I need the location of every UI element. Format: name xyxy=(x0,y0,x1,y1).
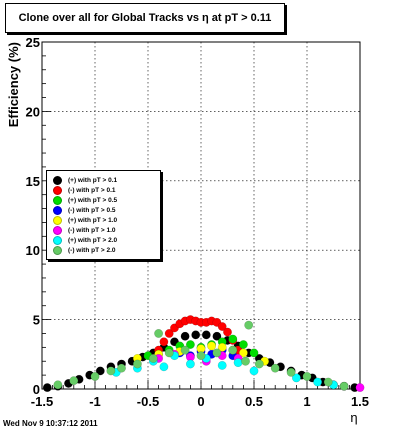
legend-marker xyxy=(53,215,62,225)
y-tick-label: 25 xyxy=(26,35,40,50)
data-point xyxy=(249,366,259,376)
data-point xyxy=(228,334,238,344)
data-point xyxy=(323,377,333,387)
data-point xyxy=(180,345,190,355)
data-point xyxy=(154,329,164,338)
legend-item: (+) with pT > 2.0 xyxy=(47,235,160,245)
data-point xyxy=(339,381,349,391)
legend-marker xyxy=(53,195,62,205)
data-point xyxy=(106,366,116,376)
x-tick-label: 1.5 xyxy=(351,394,369,409)
legend-label: (+) with pT > 1.0 xyxy=(68,216,118,224)
data-point xyxy=(164,329,174,338)
chart-title-box: Clone over all for Global Tracks vs η at… xyxy=(5,3,285,33)
data-point xyxy=(233,358,243,368)
data-point xyxy=(223,327,232,337)
data-point xyxy=(185,359,195,369)
data-point xyxy=(185,340,195,350)
data-point xyxy=(117,363,126,373)
y-tick-label: 10 xyxy=(26,243,40,258)
data-point xyxy=(180,331,190,341)
y-tick-label: 0 xyxy=(33,382,40,397)
data-point xyxy=(286,367,296,377)
legend-label: (-) with pT > 0.1 xyxy=(68,186,116,194)
legend-label: (-) with pT > 0.5 xyxy=(68,206,116,214)
data-point xyxy=(291,373,301,383)
legend-marker xyxy=(53,245,62,255)
y-tick-label: 20 xyxy=(26,104,40,119)
x-tick-label: 0 xyxy=(197,394,204,409)
legend-label: (-) with pT > 1.0 xyxy=(68,226,116,234)
timestamp: Wed Nov 9 10:37:12 2011 xyxy=(3,419,98,428)
legend-item: (-) with pT > 0.5 xyxy=(47,205,160,215)
legend-item: (-) with pT > 0.1 xyxy=(47,185,160,195)
data-point xyxy=(241,356,250,366)
legend-marker xyxy=(53,185,62,195)
data-point xyxy=(201,330,211,340)
legend-marker xyxy=(53,235,62,245)
data-point xyxy=(95,366,105,376)
x-tick-label: -1 xyxy=(89,394,101,409)
data-point xyxy=(244,320,254,330)
legend-item: (-) with pT > 1.0 xyxy=(47,225,160,235)
data-point xyxy=(254,359,264,369)
data-point xyxy=(159,337,169,347)
y-tick-label: 15 xyxy=(26,174,40,189)
data-point xyxy=(302,372,312,381)
legend-label: (-) with pT > 2.0 xyxy=(68,246,116,254)
x-tick-label: -1.5 xyxy=(31,394,53,409)
data-point xyxy=(191,330,201,340)
data-point xyxy=(217,322,227,331)
data-point xyxy=(228,345,238,355)
data-point xyxy=(159,362,169,372)
x-tick-label: 0.5 xyxy=(245,394,263,409)
legend-item: (-) with pT > 2.0 xyxy=(47,245,160,255)
data-point xyxy=(238,340,248,350)
x-axis-label: η xyxy=(350,410,357,425)
data-point xyxy=(212,331,222,341)
data-point xyxy=(53,380,63,390)
chart-legend: (+) with pT > 0.1 (-) with pT > 0.1 (+) wi… xyxy=(46,170,161,260)
legend-item: (+) with pT > 0.1 xyxy=(47,175,160,185)
chart-title: Clone over all for Global Tracks vs η at… xyxy=(18,12,272,24)
data-point xyxy=(148,354,158,363)
legend-item: (+) with pT > 1.0 xyxy=(47,215,160,225)
legend-marker xyxy=(53,225,62,235)
y-axis-label: Efficiency (%) xyxy=(6,42,21,127)
y-tick-label: 5 xyxy=(33,313,40,328)
data-point xyxy=(313,377,323,387)
data-point xyxy=(164,348,174,358)
legend-label: (+) with pT > 0.1 xyxy=(68,176,118,184)
x-tick-label: -0.5 xyxy=(137,394,159,409)
data-point xyxy=(212,348,222,358)
data-point xyxy=(249,348,259,358)
legend-label: (+) with pT > 0.5 xyxy=(68,196,118,204)
data-point xyxy=(69,376,79,386)
data-point xyxy=(238,348,248,358)
data-point xyxy=(90,372,100,381)
data-point xyxy=(42,383,52,393)
data-point xyxy=(355,383,365,393)
legend-marker xyxy=(53,205,62,215)
legend-label: (+) with pT > 2.0 xyxy=(68,236,118,244)
x-tick-label: 1 xyxy=(303,394,310,409)
data-point xyxy=(217,360,227,370)
legend-marker xyxy=(53,175,62,185)
legend-item: (+) with pT > 0.5 xyxy=(47,195,160,205)
data-point xyxy=(207,341,217,351)
data-point xyxy=(196,351,206,361)
data-point xyxy=(132,359,142,369)
data-point xyxy=(270,363,280,373)
